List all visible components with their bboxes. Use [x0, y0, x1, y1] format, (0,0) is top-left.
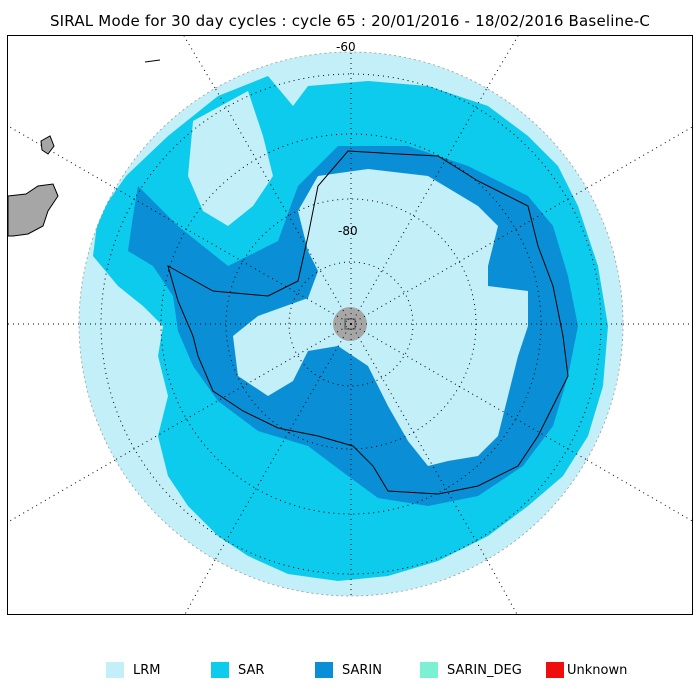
legend-item-sarin-deg: SARIN_DEG	[420, 660, 522, 680]
legend-item-sar: SAR	[211, 660, 264, 680]
latitude-label-80: -80	[338, 224, 358, 238]
legend-label-lrm: LRM	[133, 662, 161, 678]
legend-label-unknown: Unknown	[567, 662, 628, 678]
legend-swatch-sarin-deg	[420, 662, 438, 678]
legend-label-sarin-deg: SARIN_DEG	[447, 662, 522, 678]
legend: LRM SAR SARIN SARIN_DEG Unknown	[0, 660, 700, 680]
south-georgia-island	[144, 59, 161, 63]
polar-map	[8, 36, 692, 614]
south-america-land	[8, 183, 59, 237]
disc-outline	[78, 51, 624, 597]
coastline	[167, 150, 569, 495]
falkland-island	[40, 135, 55, 155]
lrm-inner-wedge	[188, 91, 273, 226]
map-title: SIRAL Mode for 30 day cycles : cycle 65 …	[49, 12, 651, 30]
legend-swatch-lrm	[106, 662, 124, 678]
legend-label-sar: SAR	[238, 662, 265, 678]
legend-swatch-unknown	[546, 662, 564, 678]
legend-item-lrm: LRM	[106, 660, 161, 680]
legend-item-unknown: Unknown	[546, 660, 627, 680]
legend-item-sarin: SARIN	[315, 660, 382, 680]
legend-swatch-sarin	[315, 662, 333, 678]
outer-graticule	[8, 36, 692, 614]
latitude-label-60: -60	[336, 40, 356, 54]
map-frame	[7, 35, 693, 615]
legend-swatch-sar	[211, 662, 229, 678]
legend-label-sarin: SARIN	[342, 662, 382, 678]
meridians	[79, 52, 623, 596]
